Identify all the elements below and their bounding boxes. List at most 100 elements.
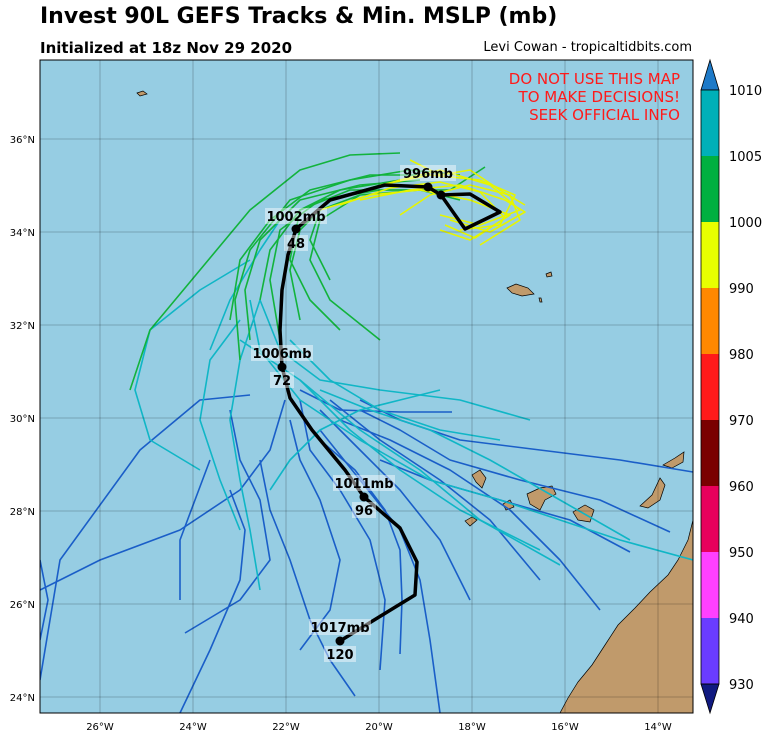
track-blue-11: [359, 399, 693, 473]
band-1010-1005: [701, 90, 719, 156]
band-950-940: [701, 552, 719, 618]
label-box-1002: [265, 208, 327, 224]
latitude-labels: 36°N 34°N 32°N 30°N 28°N 26°N 24°N: [10, 135, 35, 704]
lat-label-28: 28°N: [10, 507, 35, 518]
track-blue-12: [179, 489, 246, 713]
mean-track-labels: 1017mb 120 1011mb 96 1006mb 72 1002mb 48…: [251, 165, 456, 663]
track-blue-8: [329, 399, 541, 581]
track-cyan-8: [299, 379, 541, 551]
label-996mb: 996mb: [403, 167, 453, 182]
canary-islands: [464, 451, 685, 527]
track-green-3: [244, 179, 421, 341]
longitude-labels: 26°W 24°W 22°W 20°W 18°W 16°W 14°W: [86, 722, 672, 733]
label-box-1017: [309, 619, 371, 635]
lat-label-24: 24°N: [10, 693, 35, 704]
track-blue-10: [359, 409, 671, 533]
track-blue-7: [319, 409, 471, 601]
label-1017mb: 1017mb: [310, 621, 369, 636]
label-1002mb: 1002mb: [266, 210, 325, 225]
lat-label-26: 26°N: [10, 600, 35, 611]
track-blue-17: [40, 559, 49, 641]
label-box-96: [352, 502, 376, 518]
label-box-72: [270, 372, 294, 388]
band-1000-990: [701, 222, 719, 288]
track-blue-13: [259, 459, 356, 697]
cb-tick-1000: 1000: [729, 216, 762, 231]
lat-label-30: 30°N: [10, 414, 35, 425]
cb-tick-990: 990: [729, 282, 754, 297]
marker-48h: [291, 224, 301, 234]
warning-text: DO NOT USE THIS MAP TO MAKE DECISIONS! S…: [509, 70, 680, 124]
band-970-960: [701, 420, 719, 486]
cb-tick-930: 930: [729, 678, 754, 693]
cb-tick-950: 950: [729, 546, 754, 561]
graticule: [40, 60, 693, 713]
label-96h: 96: [355, 504, 373, 519]
track-blue-15: [319, 439, 403, 655]
lat-label-36: 36°N: [10, 135, 35, 146]
marker-final: [436, 190, 446, 200]
label-box-1011: [333, 475, 395, 491]
lon-label-20: 20°W: [365, 722, 393, 733]
colorbar-bottom-cap: [700, 683, 720, 715]
marker-min-pressure: [423, 182, 433, 192]
track-blue-3: [184, 409, 271, 634]
lat-label-32: 32°N: [10, 321, 35, 332]
marker-96h: [359, 492, 369, 502]
band-960-950: [701, 486, 719, 552]
ensemble-mean-track: [278, 183, 502, 643]
cb-tick-940: 940: [729, 612, 754, 627]
lon-label-26: 26°W: [86, 722, 114, 733]
lon-label-14: 14°W: [644, 722, 672, 733]
label-box-48: [284, 235, 308, 251]
marker-120h: [335, 636, 345, 646]
track-cyan-1: [249, 299, 693, 561]
band-1005-1000: [701, 156, 719, 222]
track-blue-6: [319, 429, 441, 713]
map-border: [39, 59, 694, 714]
label-box-120: [324, 646, 356, 662]
track-blue-2: [40, 399, 286, 591]
track-cyan-7: [134, 259, 251, 471]
track-green-1: [129, 152, 401, 391]
track-blue-9: [339, 419, 601, 611]
track-cyan-10: [209, 219, 281, 351]
colorbar-border: [700, 89, 720, 685]
label-48h: 48: [287, 237, 305, 252]
label-1011mb: 1011mb: [334, 477, 393, 492]
map-panel: 1017mb 120 1011mb 96 1006mb 72 1002mb 48…: [10, 59, 694, 733]
madeira-islands: [506, 271, 553, 303]
pressure-colorbar: 1010 1005 1000 990 980 970 960 950 940 9…: [700, 58, 762, 715]
label-box-996: [400, 165, 456, 181]
mean-track-markers: [277, 182, 446, 646]
warning-line-3: SEEK OFFICIAL INFO: [529, 106, 680, 124]
track-yellow-7: [409, 159, 526, 206]
cb-tick-1005: 1005: [729, 150, 762, 165]
label-1006mb: 1006mb: [252, 347, 311, 362]
track-cyan-9: [319, 389, 631, 541]
credit: Levi Cowan - tropicaltidbits.com: [483, 40, 692, 55]
cb-tick-960: 960: [729, 480, 754, 495]
track-green-7: [229, 174, 430, 321]
africa-land: [559, 519, 693, 713]
azores-island: [136, 90, 148, 97]
track-cyan-5: [229, 299, 261, 591]
track-blue-4: [289, 419, 341, 651]
init-time: Initialized at 18z Nov 29 2020: [40, 39, 293, 57]
lon-label-22: 22°W: [272, 722, 300, 733]
lon-label-16: 16°W: [551, 722, 579, 733]
track-cyan-4: [199, 319, 241, 531]
track-blue-14: [179, 459, 211, 600]
map-title: Invest 90L GEFS Tracks & Min. MSLP (mb): [40, 4, 558, 29]
track-yellow-5: [399, 184, 521, 246]
band-940-930: [701, 618, 719, 684]
track-cyan-11: [289, 339, 501, 441]
warning-line-1: DO NOT USE THIS MAP: [509, 70, 680, 88]
label-72h: 72: [273, 374, 291, 389]
track-cyan-2: [259, 299, 531, 421]
track-green-2: [234, 169, 461, 361]
cb-tick-970: 970: [729, 414, 754, 429]
lat-label-34: 34°N: [10, 228, 35, 239]
colorbar-ticks: 1010 1005 1000 990 980 970 960 950 940 9…: [729, 84, 762, 693]
warning-line-2: TO MAKE DECISIONS!: [518, 88, 680, 106]
